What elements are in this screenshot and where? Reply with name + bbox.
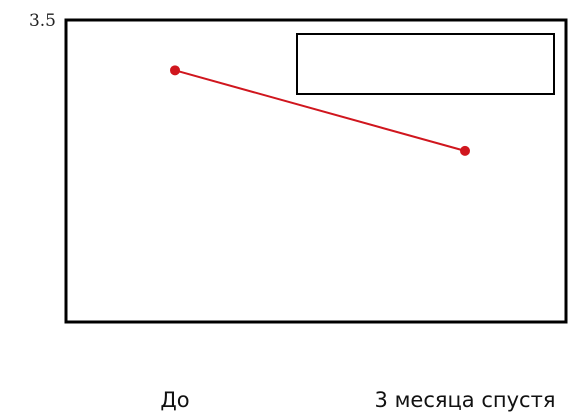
y-axis-ticks: 3.5 [29, 11, 56, 31]
data-point [460, 145, 470, 156]
x-tick-label: До [160, 388, 189, 412]
plot-area-frame [64, 18, 568, 324]
data-point [170, 65, 180, 76]
y-tick-label: 3.5 [29, 11, 56, 31]
series-line [174, 69, 466, 152]
x-axis-ticks: До 3 месяца спустя [160, 388, 555, 412]
x-tick-label: 3 месяца спустя [375, 388, 556, 412]
legend-box [296, 33, 555, 95]
series-layer [170, 65, 470, 156]
